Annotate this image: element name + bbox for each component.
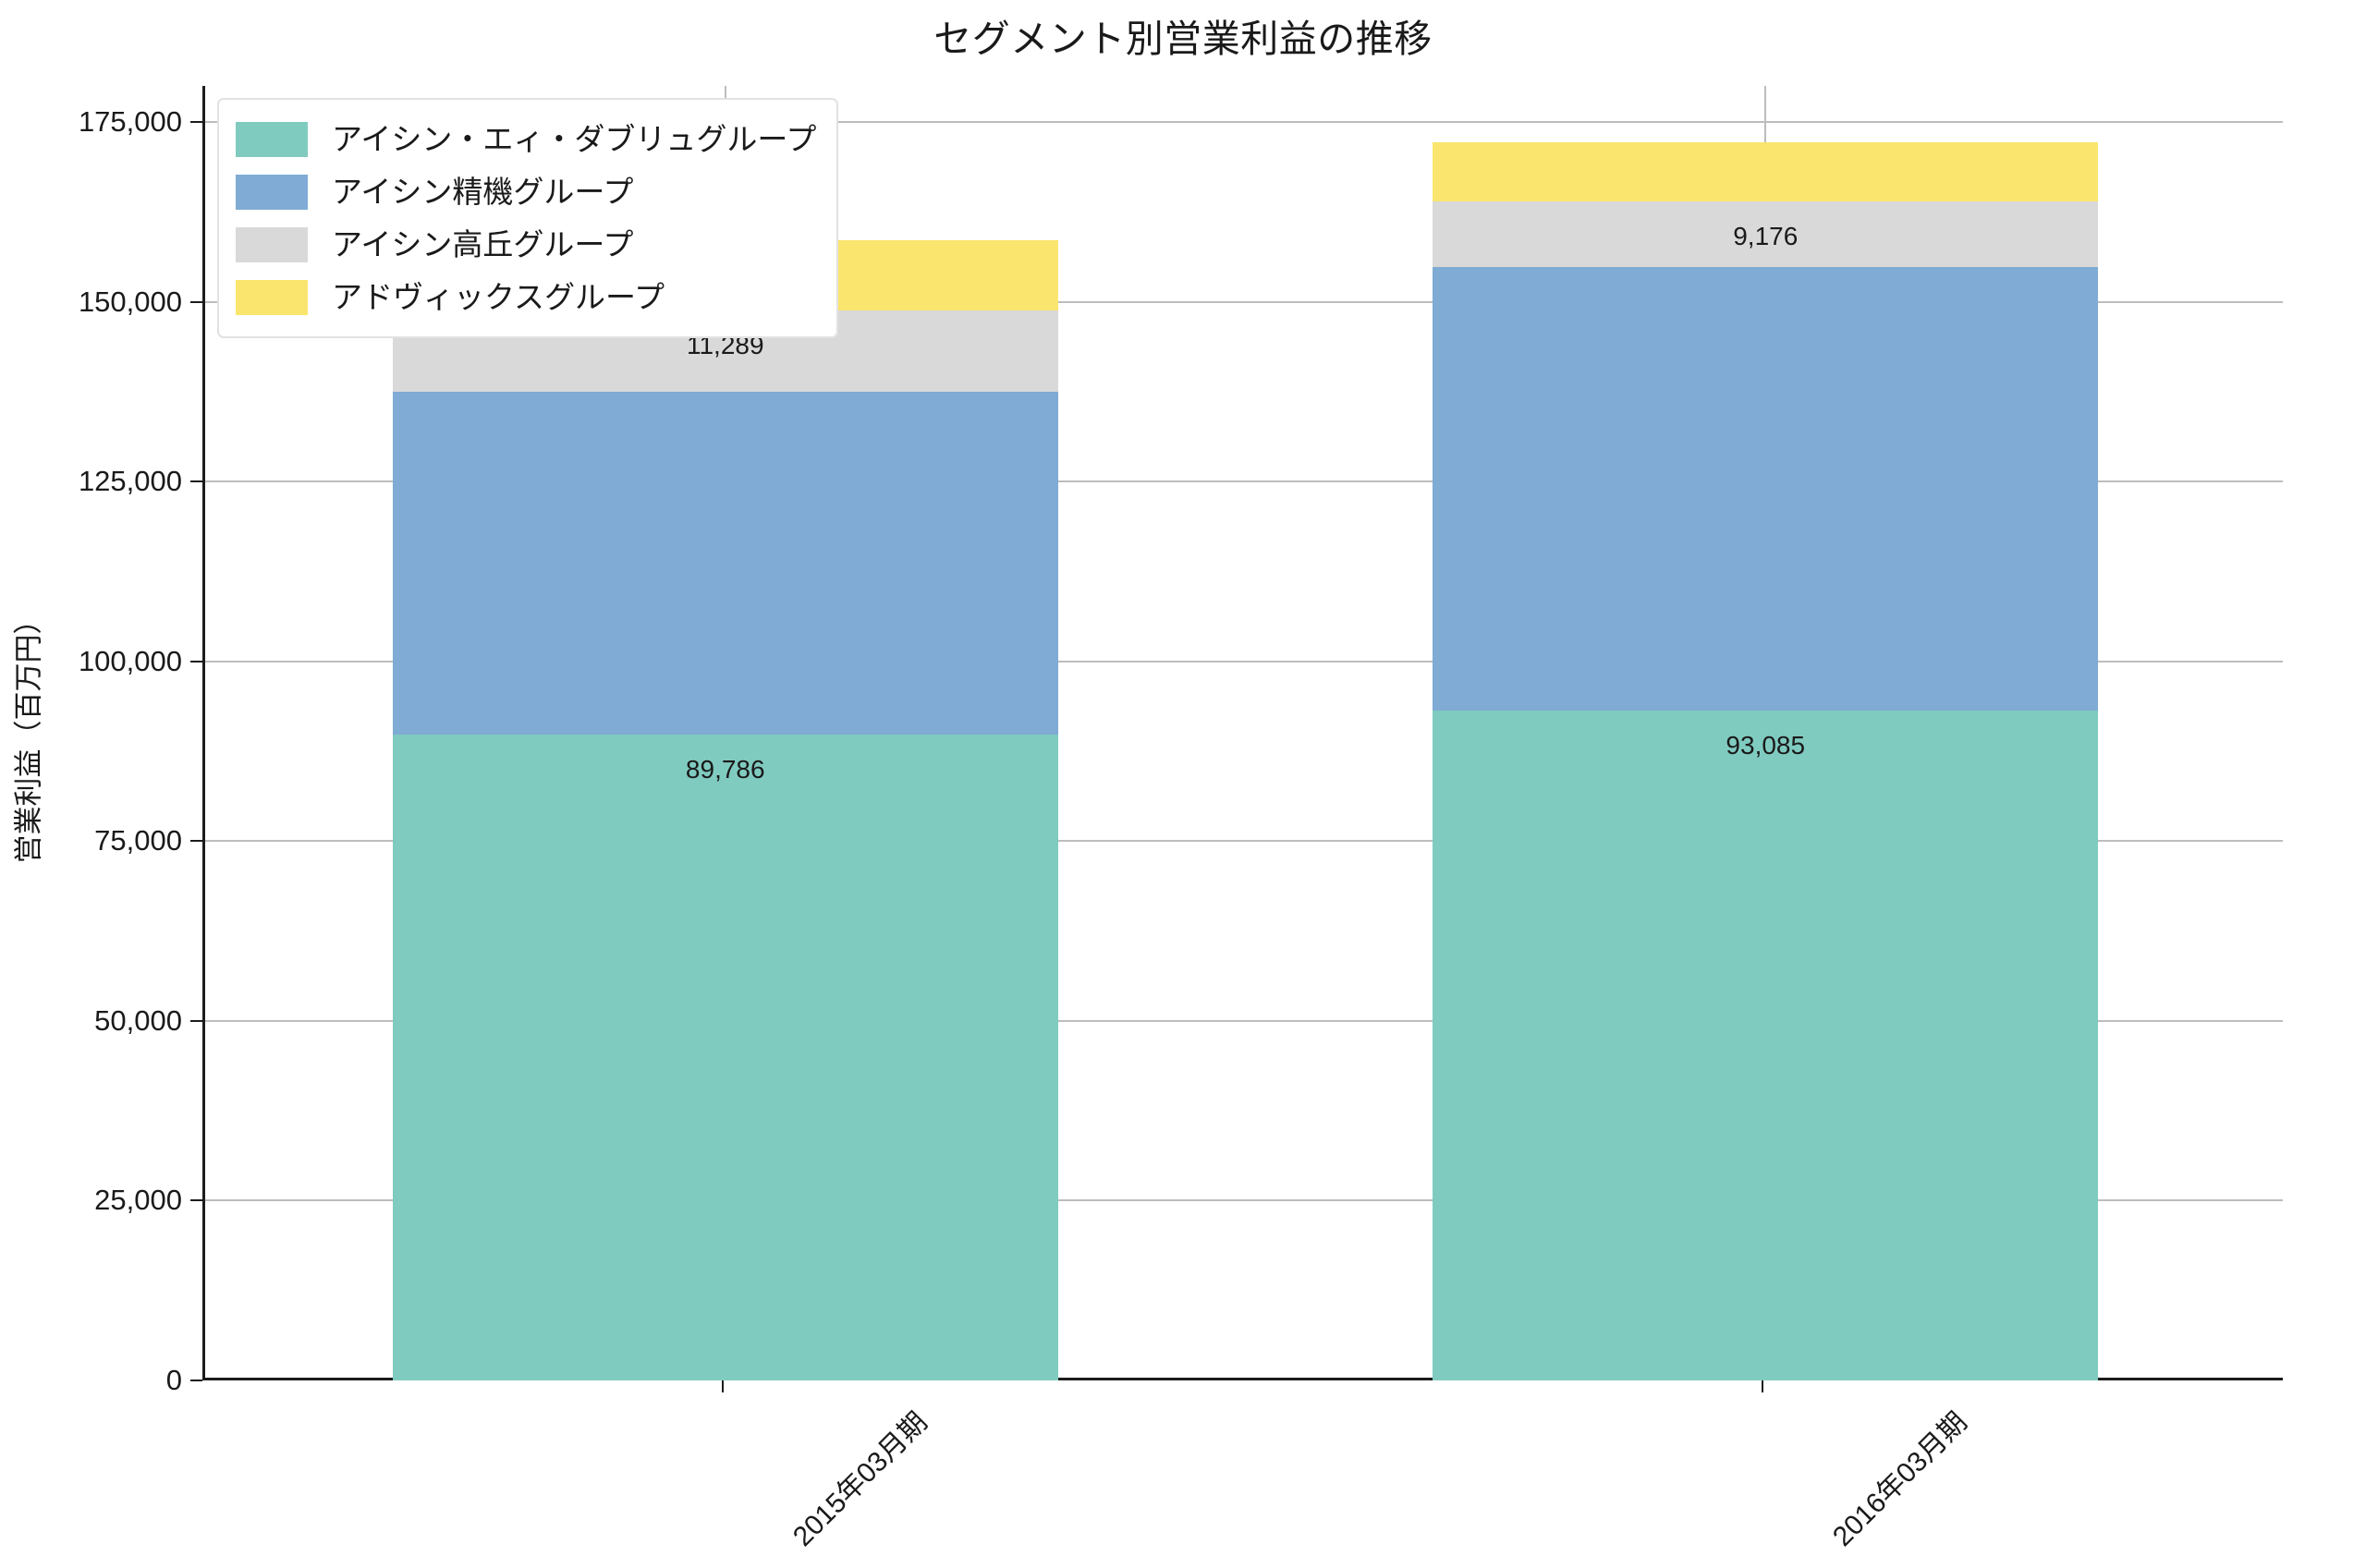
bar-value-label: 89,786 [685,755,765,784]
y-axis-tick-mark [190,300,202,303]
legend-swatch-icon [236,121,308,157]
y-axis-tick-mark [190,480,202,483]
gridline-horizontal [205,480,2283,483]
y-axis-tick-label: 25,000 [94,1184,182,1217]
y-axis-tick-label: 125,000 [78,465,182,498]
y-axis-tick-label: 50,000 [94,1003,182,1037]
legend-item[interactable]: アイシン高丘グループ [236,218,816,271]
bar-value-label: 9,176 [1733,221,1799,250]
gridline-horizontal [205,1019,2283,1022]
bar-segment[interactable] [392,391,1058,735]
legend-item-label: アイシン精機グループ [332,175,634,209]
gridline-horizontal [205,660,2283,662]
y-axis-tick-mark [190,1199,202,1202]
bar-segment[interactable] [1433,711,2099,1380]
legend-swatch-icon [236,174,308,210]
y-axis-tick-mark [190,1019,202,1022]
chart-title: セグメント別営業利益の推移 [933,18,1433,60]
legend-item[interactable]: アイシン・エィ・ダブリュグループ [236,113,816,165]
y-axis-tick-label: 150,000 [78,285,182,318]
y-axis-tick-label: 75,000 [94,824,182,857]
x-axis-tick-mark [721,1380,724,1392]
legend-swatch-icon [236,279,308,315]
y-axis-tick-mark [190,660,202,662]
legend-item-label: アイシン高丘グループ [332,227,634,261]
bar-value-label: 93,085 [1726,731,1806,760]
gridline-horizontal [205,1199,2283,1202]
bar-segment[interactable] [1433,142,2099,201]
y-axis-tick-label: 100,000 [78,644,182,677]
y-axis-tick-label: 175,000 [78,104,182,138]
legend-item[interactable]: アドヴィックスグループ [236,271,816,323]
legend-item-label: アドヴィックスグループ [332,280,665,314]
x-axis-tick-mark [1762,1380,1764,1392]
legend-item-label: アイシン・エィ・ダブリュグループ [332,122,817,156]
y-axis-tick-mark [190,120,202,123]
legend-item[interactable]: アイシン精機グループ [236,165,816,218]
bar-segment[interactable] [1433,267,2099,711]
legend[interactable]: アイシン・エィ・ダブリュグループ アイシン精機グループ アイシン高丘グループ アドヴィ… [217,98,839,338]
x-axis-tick-label: 2016年03月期 [1827,1406,1974,1553]
x-axis-tick-label: 2015年03月期 [787,1406,933,1553]
y-axis-label-wrapper: 営業利益（百万円） [13,606,45,864]
y-axis-tick-label: 0 [165,1364,182,1396]
y-axis-tick-mark [190,1380,202,1381]
gridline-horizontal [205,120,2283,123]
y-axis-tick-mark [190,840,202,843]
legend-swatch-icon [236,226,308,262]
gridline-horizontal [205,840,2283,843]
bar-segment[interactable] [392,735,1058,1380]
gridline-horizontal [205,300,2283,303]
bar-segment[interactable] [1433,201,2099,268]
